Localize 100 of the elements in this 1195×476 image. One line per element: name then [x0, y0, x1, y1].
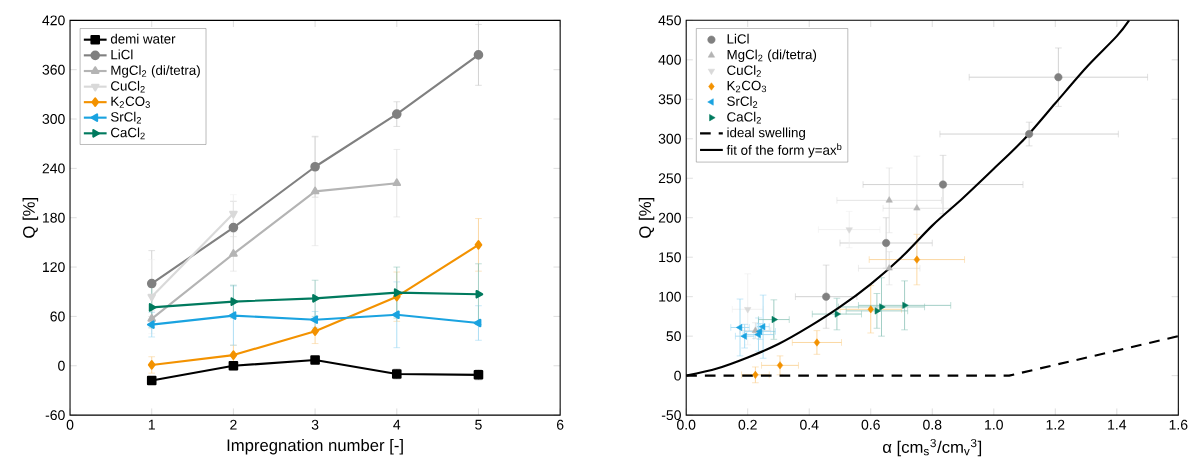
point [879, 303, 886, 311]
point [391, 109, 402, 119]
point [845, 227, 853, 234]
point [311, 326, 319, 336]
point [874, 307, 881, 315]
point [392, 178, 402, 187]
x-tick-label: 0.4 [800, 419, 819, 430]
point [939, 180, 948, 189]
x-tick-label: 0 [66, 419, 74, 430]
legend-label: ideal swelling [727, 127, 805, 140]
point [867, 305, 874, 314]
x-tick-label: 1.4 [1108, 419, 1127, 430]
y-tick-label: 300 [658, 133, 681, 144]
point [744, 307, 752, 314]
x-axis-title: Impregnation number [-] [227, 438, 403, 455]
legend-label: MgCl$_{2}$ (di/tetra) [111, 65, 200, 78]
point [813, 338, 820, 347]
y-tick-label: 420 [42, 15, 65, 26]
point [473, 50, 484, 60]
x-tick-label: 6 [556, 419, 564, 430]
legend-label: LiCl [111, 49, 133, 60]
x-axis-title: α [cm$_{s}$$^{3}$/cm$_{v}$$^{3}$] [882, 438, 982, 457]
y-tick-label: 250 [658, 173, 681, 184]
y-tick-label: 180 [43, 212, 65, 223]
y-tick-label: 240 [42, 163, 65, 174]
legend-label: CuCl$_{2}$ [111, 80, 145, 93]
point [771, 316, 778, 324]
point [885, 196, 893, 203]
point [913, 204, 921, 211]
x-tick-label: 1.2 [1046, 419, 1065, 430]
y-tick-label: 60 [50, 311, 65, 322]
legend-label: SrCl$_{2}$ [727, 96, 758, 108]
legend-label: SrCl$_{2}$ [110, 111, 141, 124]
x-tick-label: 0.0 [677, 419, 696, 430]
point [1054, 73, 1063, 82]
point [310, 186, 320, 195]
point [882, 238, 891, 247]
legend-label: CaCl$_{2}$ [111, 127, 145, 140]
point [913, 255, 920, 264]
point [776, 361, 784, 370]
point [310, 315, 319, 324]
point [228, 360, 239, 371]
point [310, 161, 320, 172]
y-tick-label: 0 [674, 370, 681, 381]
y-tick-label: 100 [659, 291, 681, 302]
y-tick-label: 0 [58, 360, 65, 371]
x-tick-label: 0.6 [861, 419, 880, 430]
point [147, 360, 156, 370]
point [229, 350, 238, 360]
y-tick-label: 350 [658, 94, 681, 105]
point [228, 222, 239, 233]
point [146, 278, 157, 289]
point [391, 310, 400, 320]
y-axis-title: Q [%] [638, 198, 655, 238]
x-tick-label: 4 [393, 419, 401, 430]
legend-label: CaCl$_{2}$ [727, 111, 761, 124]
point [752, 370, 759, 379]
y-tick-label: 400 [658, 54, 681, 65]
point [822, 292, 831, 301]
point [1025, 129, 1034, 138]
point [902, 301, 909, 309]
point [146, 320, 155, 329]
x-tick-label: 0.2 [738, 419, 757, 430]
point [474, 240, 483, 250]
y-tick-label: 50 [666, 331, 681, 342]
point [736, 323, 743, 331]
point [230, 297, 239, 306]
point [312, 293, 320, 303]
point [393, 288, 402, 297]
y-tick-label: 360 [42, 64, 65, 75]
point [146, 375, 157, 386]
y-tick-label: 450 [658, 15, 681, 26]
y-tick-label: -50 [661, 410, 681, 421]
point [229, 249, 238, 257]
x-tick-label: 5 [475, 419, 482, 430]
point [475, 289, 484, 299]
legend-label: LiCl [727, 33, 749, 44]
x-tick-label: 3 [311, 419, 319, 430]
legend-label: demi water [110, 33, 176, 44]
legend-label: fit of the form y=ax$^{b}$ [726, 143, 842, 158]
x-tick-label: 1.0 [985, 419, 1003, 430]
point [148, 303, 157, 312]
y-tick-label: 300 [42, 114, 65, 124]
point [473, 318, 482, 328]
point [228, 311, 237, 320]
x-tick-label: 1.6 [1169, 419, 1188, 430]
y-tick-label: 200 [658, 212, 681, 223]
y-axis-title: Q [%] [22, 198, 39, 238]
x-tick-label: 2 [230, 419, 237, 430]
legend-label: K$_{2}$CO$_{3}$ [727, 80, 767, 93]
legend-label: K$_{2}$CO$_{3}$ [111, 96, 150, 108]
y-tick-label: 120 [43, 262, 65, 272]
x-tick-label: 1 [148, 419, 155, 430]
y-tick-label: -60 [45, 410, 65, 421]
y-tick-label: 150 [659, 252, 681, 263]
legend-label: MgCl$_{2}$ (di/tetra) [727, 49, 817, 62]
point [834, 310, 841, 318]
legend-label: CuCl$_{2}$ [727, 65, 761, 77]
point [310, 355, 320, 365]
x-tick-label: 0.8 [923, 419, 942, 430]
